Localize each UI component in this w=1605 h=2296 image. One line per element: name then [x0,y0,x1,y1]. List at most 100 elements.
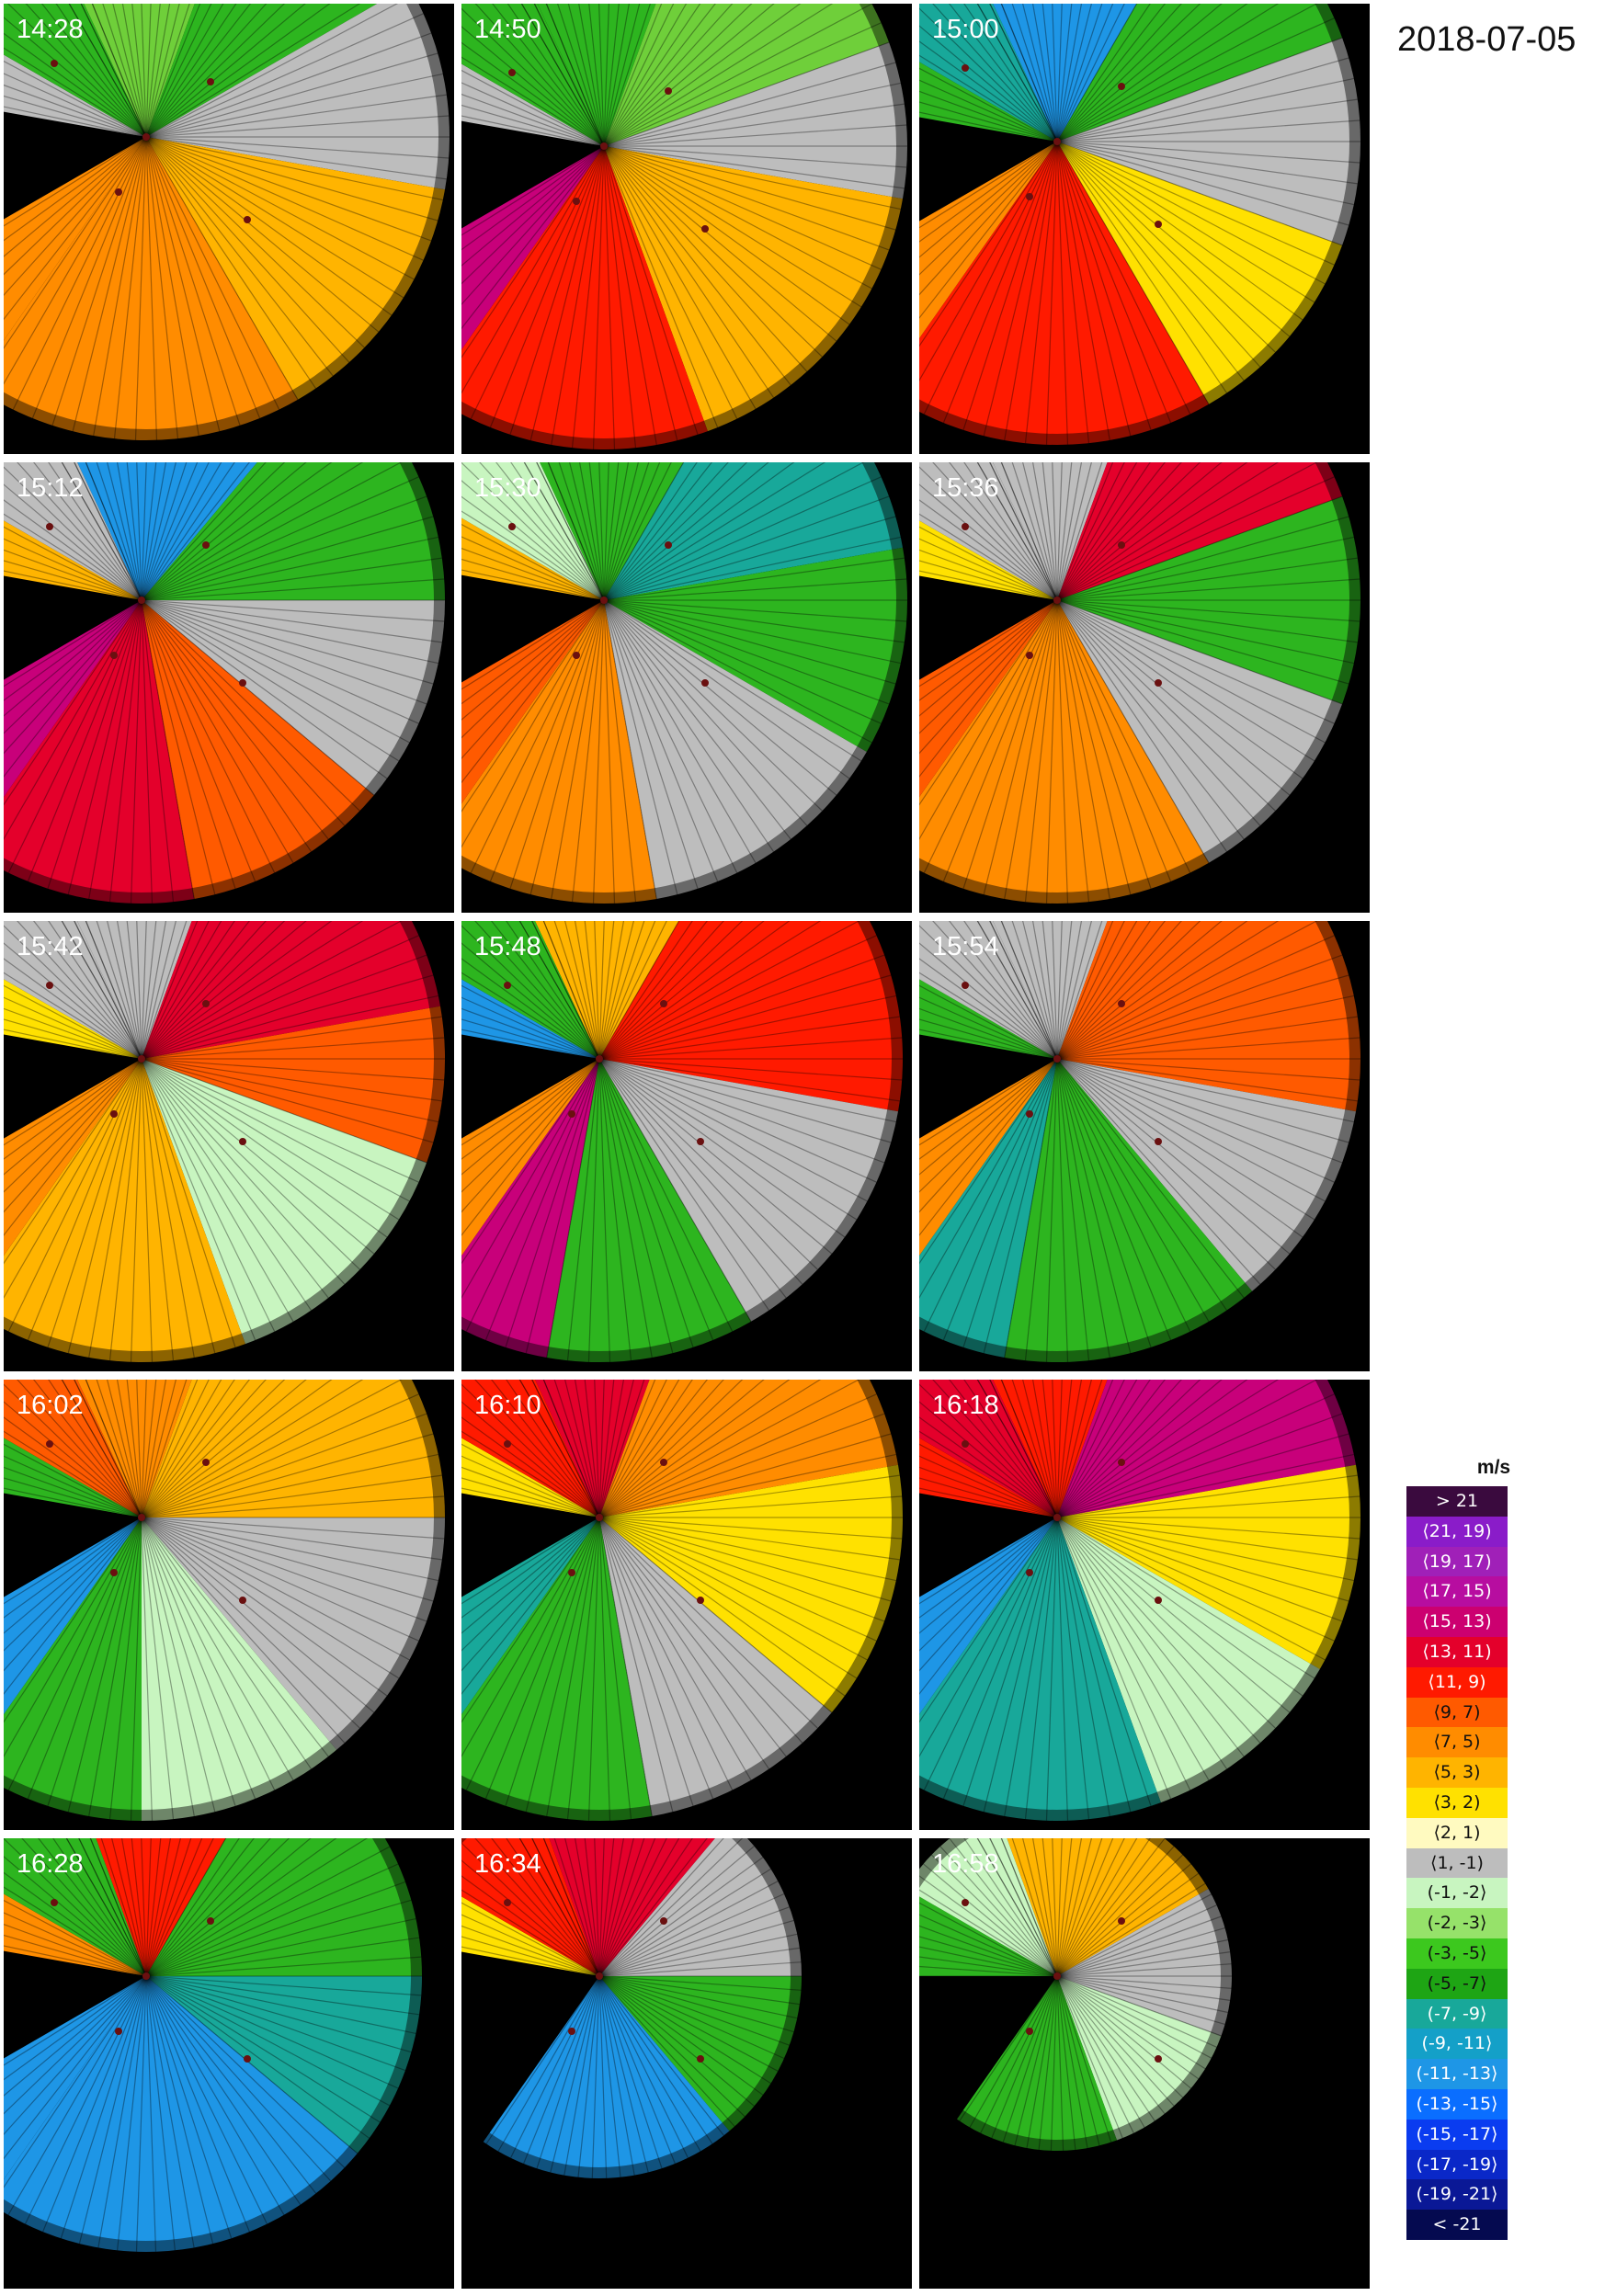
site-marker [697,1138,704,1145]
radar-beam-line [518,1838,600,1977]
date-label: 2018-07-05 [1397,20,1577,59]
radar-beam-line [1056,141,1291,337]
radar-beam-line [1056,1975,1191,2089]
radar-beam-line [1056,1975,1184,2098]
radar-beam-line [141,599,445,622]
panel-time-label: 15:00 [932,15,999,44]
site-marker [202,1459,210,1466]
site-marker [962,1440,969,1448]
radar-beam-line [1056,1517,1110,1817]
radar-beam-line [963,462,1058,601]
radar-beam-line [983,1517,1058,1813]
radar-beam-line [1000,4,1058,142]
radar-beam-line [461,480,605,601]
radar-beam-line [4,136,147,214]
radar-beam-line [1052,4,1058,142]
radar-beam-line [461,599,605,690]
radar-beam-line [106,1380,142,1518]
velocity-sector [919,4,1057,142]
radar-beam-line [145,52,438,138]
radar-beam-line [461,1517,600,1758]
radar-beam-line [4,1517,142,1558]
radar-beam-line [4,73,147,138]
radar-beam-line [461,145,605,267]
radar-beam-line [1056,1058,1349,1143]
radar-beam-line [598,1495,903,1518]
radar-beam-line [141,1058,419,1183]
velocity-sector [919,921,1057,1059]
site-marker [701,225,709,233]
radar-beam-line [1056,1517,1276,1729]
site-marker [660,1459,667,1466]
radar-beam-line [1056,1495,1360,1518]
velocity-sector [1057,1380,1356,1517]
radar-beam-line [461,1058,600,1079]
legend-swatch [1406,1697,1508,1728]
radar-beam-line [1056,1474,1358,1518]
radar-beam-line [919,7,1058,142]
radar-beam-line [141,1517,438,1582]
radar-beam-line [141,1058,236,1347]
radar-beam-line [949,1838,1058,1977]
radar-beam-line [1056,1058,1335,1183]
radar-beam-line [145,1956,422,1977]
radar-beam-line [141,1380,403,1518]
radar-beam-line [4,1416,142,1518]
radar-beam-line [529,145,605,441]
radar-beam-line [919,67,1058,142]
radar-beam-line [942,1058,1058,1341]
radar-beam-line [141,599,375,796]
radar-beam-line [4,136,147,321]
radar-beam-line [598,1453,896,1518]
radar-beam-line [141,1380,157,1518]
radar-beam-line [141,1380,235,1518]
radar-beam-line [603,145,808,372]
radar-beam-line [1042,1380,1058,1518]
radar-beam-line [598,1975,794,2033]
legend-swatch [1406,1637,1508,1667]
legend-label: (-2, -3⟩ [1427,1913,1487,1934]
radar-beam-line [141,599,410,744]
radar-beam-line [485,1975,600,2144]
site-marker [504,982,511,989]
radar-beam-line [145,1838,290,1977]
radar-panel: 16:10 [461,1380,912,1830]
radar-beam-line [141,1517,419,1642]
legend-swatch [1406,1788,1508,1818]
radar-beam-line [919,1517,1058,1652]
radar-beam-line [102,4,147,138]
radar-beam-line [4,1383,142,1518]
radar-beam-line [919,1058,1058,1300]
radar-beam-line [919,1497,1058,1518]
radar-beam-line [949,462,1058,601]
radar-beam-line [603,145,907,168]
radar-beam-line [942,141,1058,424]
radar-beam-line [598,1058,858,1221]
radar-beam-line [1021,1838,1058,1977]
radar-velocity-image [461,4,912,454]
radar-beam-line [85,1380,142,1518]
velocity-sector [1057,4,1343,142]
radar-beam-line [461,599,605,677]
radar-beam-line [1056,599,1354,665]
radar-beam-line [919,1975,1058,1987]
radar-beam-line [4,599,142,806]
radar-beam-line [461,996,600,1060]
velocity-sector [461,517,604,600]
radar-beam-line [4,1007,142,1060]
radar-beam-line [461,1975,600,2051]
radar-panel: 15:48 [461,921,912,1371]
radar-beam-line [145,1838,172,1977]
radar-beam-line [603,4,675,147]
radar-beam-line [4,1039,142,1060]
radar-beam-line [74,1380,142,1518]
radar-beam-line [4,1975,147,2115]
radar-beam-line [603,462,865,601]
radar-beam-line [4,599,142,717]
radar-beam-line [470,599,605,873]
radar-beam-line [461,569,605,601]
radar-beam-line [4,599,142,841]
radar-beam-line [461,1975,600,2077]
site-marker [51,1899,58,1906]
radar-beam-line [1056,954,1343,1060]
